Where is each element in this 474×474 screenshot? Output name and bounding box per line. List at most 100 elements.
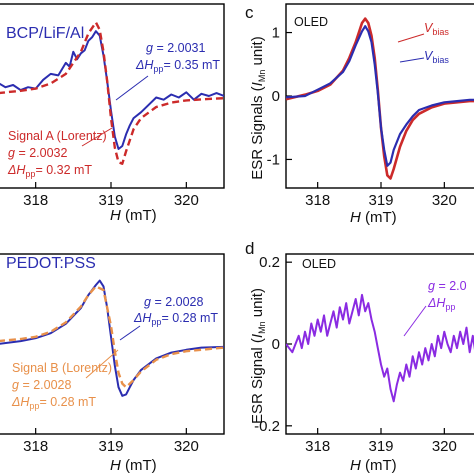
- panel-d-y-axis-label-tail: unit): [249, 288, 266, 321]
- panel-d-series-signal: [286, 293, 474, 403]
- panel-b-fit-dh-label: ΔH: [11, 395, 30, 409]
- panel-b-series-fit: [0, 285, 224, 389]
- panel-d-g-label: g: [428, 279, 435, 293]
- panel-c-legend-blue: Vbias: [424, 49, 449, 65]
- panel-a-fit-arrow: [81, 127, 113, 147]
- panel-a-plot-area: 318 319 320: [0, 3, 225, 209]
- panel-d-sample-label: OLED: [302, 257, 336, 271]
- panel-b-exp-dh-label: ΔH: [133, 311, 152, 325]
- panel-b-fit-dh-value: = 0.28 mT: [39, 395, 96, 409]
- panel-c-y-tick-label: 1: [272, 25, 280, 42]
- panel-d-y-tick-label: -0.2: [254, 418, 280, 435]
- panel-a-exp-g: g = 2.0031: [146, 41, 205, 55]
- panel-a-x-tick-label: 318: [23, 192, 48, 209]
- panel-b-fit-dh: ΔHpp= 0.28 mT: [11, 395, 96, 411]
- panel-d-y-axis-label: ESR Signal (IMn unit): [249, 288, 267, 424]
- panel-d-x-axis-label-var: H: [350, 457, 361, 474]
- panel-b-x-tick-label: 320: [174, 438, 199, 455]
- panel-d-dh-sub: pp: [445, 302, 455, 312]
- panel-a-x-axis-label-unit: (mT): [125, 207, 157, 224]
- panel-c-x-tick-label: 319: [368, 192, 393, 209]
- panel-c-plot-area: 318 319 320 1 0 -1: [267, 3, 474, 209]
- panel-b-x-axis-label: H (mT): [110, 457, 157, 474]
- panel-d-arrow: [403, 305, 427, 337]
- panel-c-legend-red-arrow: [397, 33, 425, 43]
- panel-c-legend-blue-arrow: [399, 57, 425, 63]
- panel-b-x-axis-label-unit: (mT): [125, 457, 157, 474]
- panel-a-fit-dh-label: ΔH: [7, 163, 26, 177]
- panel-d-plot-area: 318 319 320 0.2 0 -0.2: [254, 253, 474, 455]
- panel-c-x-axis-label-var: H: [350, 209, 361, 226]
- panel-c-letter: c: [245, 3, 254, 22]
- panel-d-dh: ΔHpp: [427, 296, 455, 312]
- panel-a-x-tick-label: 319: [98, 192, 123, 209]
- panel-a-x-tick-label: 320: [174, 192, 199, 209]
- panel-a-exp-annotation: g = 2.0031 ΔHpp= 0.35 mT: [115, 41, 220, 101]
- panel-b-fit-g-label: g: [12, 378, 19, 392]
- panel-b-exp-dh-sub: pp: [151, 317, 161, 327]
- panel-b-plot-area: 318 319 320: [0, 253, 225, 455]
- panel-a-exp-dh-label: ΔH: [135, 58, 154, 72]
- panel-b: 318 319 320 PEDOT:PSS g = 2.0028 ΔHpp= 0.2…: [0, 253, 225, 474]
- panel-a-x-axis-label-var: H: [110, 207, 121, 224]
- panel-c-x-tick-label: 318: [305, 192, 330, 209]
- panel-d-letter: d: [245, 239, 254, 258]
- panel-c-legend-red: Vbias: [424, 21, 449, 37]
- panel-d-x-axis-label-unit: (mT): [365, 457, 397, 474]
- panel-a-fit-g: g = 2.0032: [8, 146, 67, 160]
- panel-d-x-tick-label: 320: [432, 438, 457, 455]
- panel-b-exp-annotation: g = 2.0028 ΔHpp= 0.28 mT: [119, 295, 218, 341]
- panel-d-x-tick-label: 319: [368, 438, 393, 455]
- panel-a-fit-dh-sub: pp: [25, 169, 35, 179]
- panel-b-fit-g-value: = 2.0028: [22, 378, 71, 392]
- panel-d-g: g = 2.0: [428, 279, 467, 293]
- panel-b-exp-dh: ΔHpp= 0.28 mT: [133, 311, 218, 327]
- panel-c-y-axis-label-i: I: [249, 82, 266, 86]
- panel-a-x-axis-label: H (mT): [110, 207, 157, 224]
- panel-c-y-axis-label: ESR Signals (IMn unit): [249, 36, 267, 179]
- panel-d-annotation: g = 2.0 ΔHpp: [403, 279, 467, 337]
- panel-b-exp-arrow: [119, 325, 141, 341]
- panel-c-y-axis-label-sub: Mn: [257, 70, 267, 83]
- panel-d-y-axis-label-base: ESR Signal (: [249, 338, 266, 424]
- panel-c-x-axis-label-unit: (mT): [365, 209, 397, 226]
- panel-a-exp-g-value: = 2.0031: [156, 41, 205, 55]
- panel-a-exp-arrow: [115, 75, 149, 101]
- panel-a-fit-dh-value: = 0.32 mT: [35, 163, 92, 177]
- panel-d-y-tick-label: 0.2: [259, 254, 280, 271]
- panel-c-y-tick-label: 0: [272, 88, 280, 105]
- panel-a-exp-dh-value: = 0.35 mT: [163, 58, 220, 72]
- panel-b-fit-title: Signal B (Lorentz): [12, 361, 112, 375]
- panel-d-x-tick-label: 318: [305, 438, 330, 455]
- panel-c: 318 319 320 1 0 -1 c OLED Vbias Vbias ESR Sig…: [245, 3, 474, 226]
- panel-b-x-tick-label: 319: [98, 438, 123, 455]
- panel-c-sample-label: OLED: [294, 15, 328, 29]
- panel-c-legend-blue-label: V: [424, 49, 434, 63]
- panel-c-legend-blue-sub: bias: [432, 55, 449, 65]
- panel-b-fit-arrow: [85, 349, 119, 379]
- panel-c-y-axis-label-base: ESR Signals (: [249, 86, 266, 179]
- panel-a-exp-dh-sub: pp: [153, 64, 163, 74]
- panel-c-series-bias-blue: [286, 25, 474, 167]
- panel-b-sample-label: PEDOT:PSS: [6, 255, 96, 272]
- panel-c-legend: Vbias Vbias: [397, 21, 449, 65]
- panel-c-legend-red-sub: bias: [432, 27, 449, 37]
- panel-b-fit-g: g = 2.0028: [12, 378, 71, 392]
- panel-a-fit-annotation: Signal A (Lorentz) g = 2.0032 ΔHpp= 0.32…: [7, 127, 113, 179]
- panel-b-fit-annotation: Signal B (Lorentz) g = 2.0028 ΔHpp= 0.28…: [11, 349, 119, 411]
- panel-b-exp-dh-value: = 0.28 mT: [161, 311, 218, 325]
- panel-b-exp-g: g = 2.0028: [144, 295, 203, 309]
- panel-b-exp-g-value: = 2.0028: [154, 295, 203, 309]
- panel-a-sample-label: BCP/LiF/Al: [6, 25, 84, 42]
- panel-a-fit-g-value: = 2.0032: [18, 146, 67, 160]
- panel-d: 318 319 320 0.2 0 -0.2 d OLED g = 2.0 ΔHpp ES…: [245, 239, 474, 474]
- panel-d-y-axis-label-i: I: [249, 334, 266, 338]
- panel-b-x-tick-label: 318: [23, 438, 48, 455]
- panel-c-x-tick-label: 320: [432, 192, 457, 209]
- panel-a-fit-g-label: g: [8, 146, 15, 160]
- panel-a-fit-title: Signal A (Lorentz): [8, 129, 107, 143]
- panel-c-legend-red-label: V: [424, 21, 434, 35]
- panel-d-dh-label: ΔH: [427, 296, 446, 310]
- panel-c-x-axis-label: H (mT): [350, 209, 397, 226]
